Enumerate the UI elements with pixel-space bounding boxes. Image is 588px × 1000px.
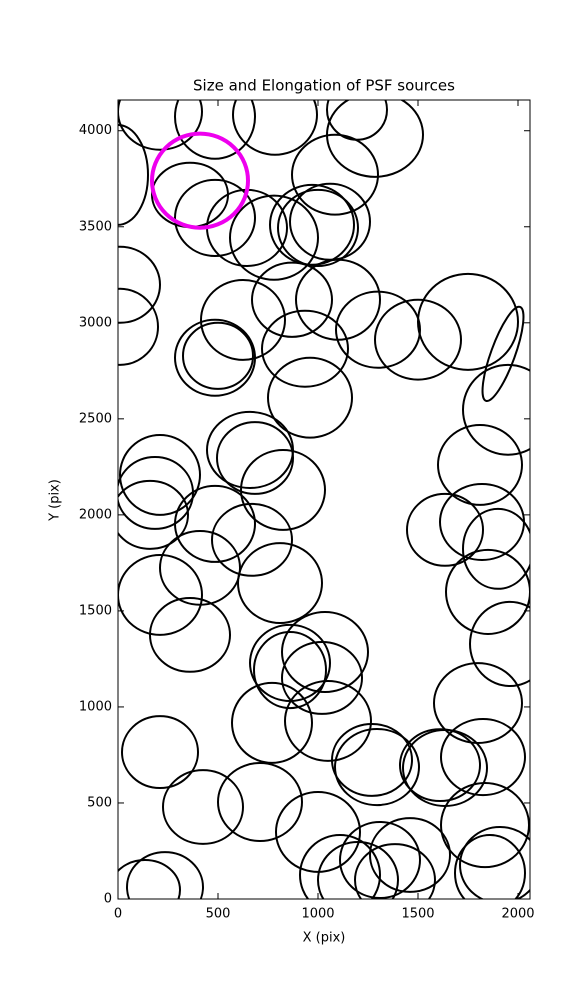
psf-ellipse [126,851,204,899]
y-tick-label: 4000 [79,123,112,138]
psf-ellipse [331,723,413,797]
psf-ellipse [174,178,256,257]
psf-ellipse [231,681,313,764]
psf-ellipse [118,859,181,899]
y-tick-label: 0 [104,892,112,907]
psf-ellipse [445,548,530,635]
x-tick-label: 500 [206,907,231,922]
y-tick-label: 3500 [79,219,112,234]
psf-ellipse [240,448,326,531]
chart-title: Size and Elongation of PSF sources [193,77,455,95]
x-axis-label: X (pix) [303,931,346,946]
axes: 0 500 1000 1500 2000 0 500 1000 1500 2000 2500 3000… [79,99,535,922]
y-tick-label: 2500 [79,411,112,426]
psf-ellipse [469,600,530,687]
psf-ellipse [118,123,149,226]
psf-ellipse [118,554,203,636]
psf-ellipse [317,840,399,899]
psf-ellipse [481,305,525,403]
psf-ellipse [437,423,523,506]
psf-ellipse [118,479,189,550]
psf-ellipse [217,762,303,842]
psf-ellipse [406,492,484,567]
psf-ellipse [417,272,519,371]
psf-ellipse [339,820,421,899]
psf-ellipse [369,817,451,893]
psf-ellipse [216,421,294,495]
plot-frame [117,99,531,900]
y-tick-label: 2000 [79,507,112,522]
psf-ellipse [150,131,250,230]
psf-ellipse [459,825,530,899]
psf-ellipse [121,715,199,789]
psf-ellipse [211,502,293,577]
psf-ellipse [374,298,462,381]
psf-ellipse [354,843,436,899]
x-tick-label: 2000 [501,907,534,922]
psf-ellipse [174,100,256,160]
psf-ellipse [281,611,369,693]
psf-ellipse [119,433,201,516]
psf-ellipse [237,542,323,624]
psf-ellipse [229,194,319,281]
psf-ellipse [440,781,530,869]
psf-ellipse [462,507,530,590]
x-tick-label: 0 [114,907,122,922]
psf-ellipse [253,631,327,710]
psf-ellipse [174,318,256,397]
psf-ellipse [284,680,372,762]
psf-ellipse [118,287,159,366]
y-tick-label: 500 [87,795,112,810]
psf-ellipse [299,834,381,899]
psf-ellipse [335,290,421,369]
psf-ellipse [162,769,244,845]
psf-ellipse [174,484,256,563]
y-tick-label: 1500 [79,603,112,618]
y-tick-label: 1000 [79,699,112,714]
y-tick-label: 3000 [79,315,112,330]
psf-ellipse [291,133,379,216]
psf-ellipse [182,321,254,390]
psf-ellipse [462,363,530,456]
psf-ellipse [454,834,526,899]
y-axis-label: Y (pix) [48,479,63,522]
psf-ellipse [251,261,333,338]
psf-ellipse [232,100,318,156]
psf-ellipse [440,718,526,797]
psf-ellipse [277,188,359,267]
psf-ellipse [149,597,231,673]
plot-area [118,100,530,899]
psf-ellipse [267,356,353,439]
psf-ellipse [433,662,523,745]
psf-ellipse [399,728,481,803]
x-tick-label: 1000 [301,907,334,922]
psf-ellipse [281,641,363,715]
psf-ellipse [334,728,420,807]
psf-ellipse [200,278,286,361]
psf-ellipse [261,309,349,388]
psf-ellipse [118,100,203,151]
x-tick-label: 1500 [401,907,434,922]
